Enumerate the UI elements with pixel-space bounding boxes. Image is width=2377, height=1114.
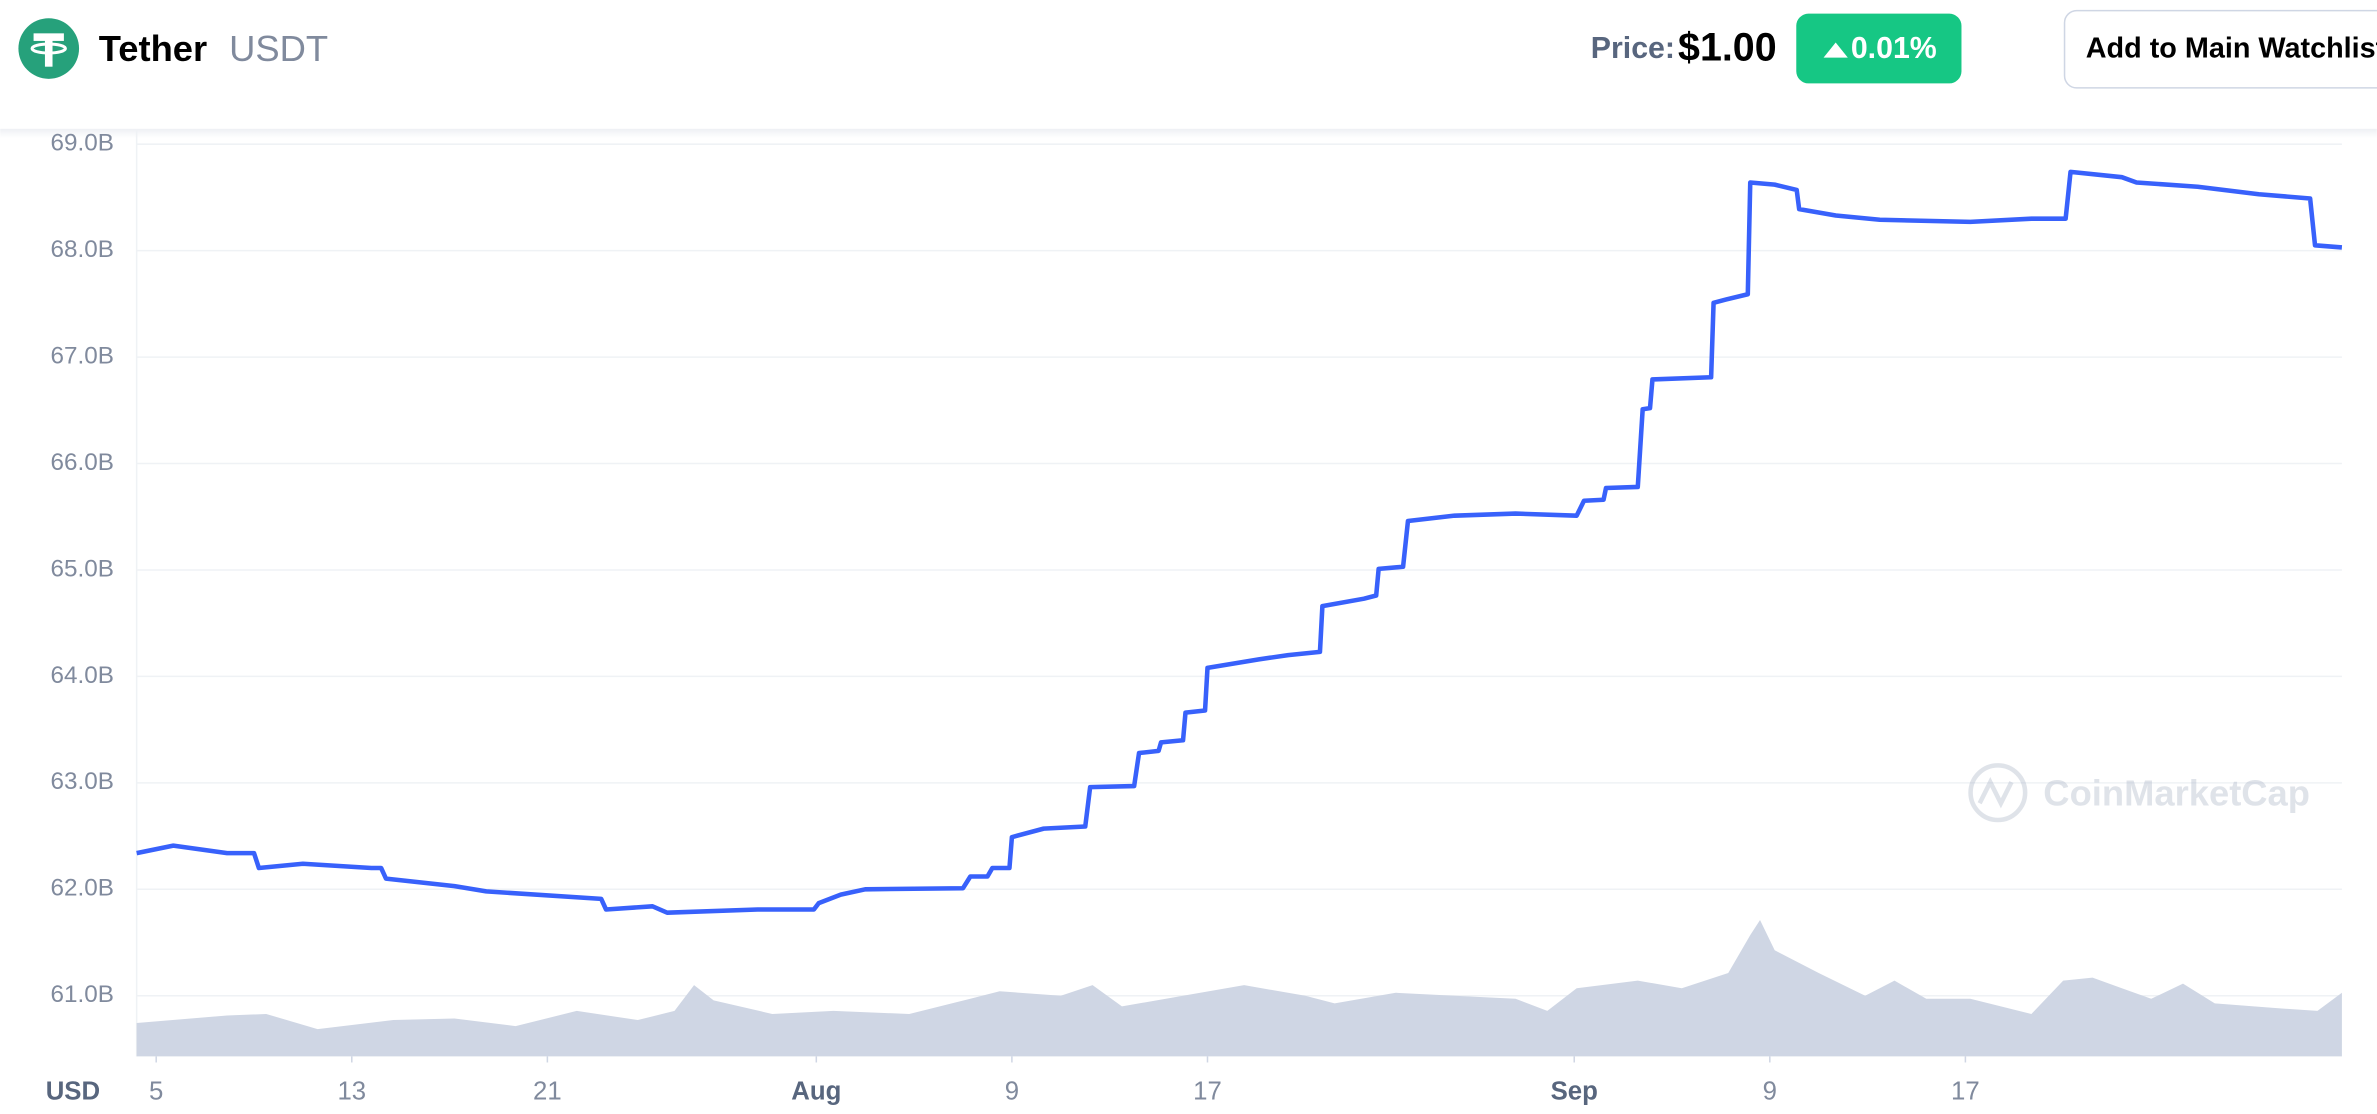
- logo: [18, 18, 80, 79]
- price-line: [136, 169, 2343, 915]
- y-tick-label: 64.0B: [51, 662, 114, 689]
- x-tick-label: 9: [1005, 1078, 1019, 1106]
- watchlist-button-label[interactable]: Add to Main Watchlist: [2086, 33, 2377, 65]
- chart: 61.0B 62.0B 63.0B 64.0B 65.0B 66.0B 67.0B 68.0B…: [46, 130, 2343, 1106]
- header-bar: [0, 0, 2377, 129]
- y-tick-label: 66.0B: [51, 449, 114, 476]
- volume-area: [136, 919, 2342, 1057]
- watermark-logo: [1968, 763, 2028, 823]
- x-tick-label: Sep: [1551, 1078, 1598, 1106]
- x-tick-label: 17: [1951, 1078, 1980, 1106]
- x-tick-label: 5: [149, 1078, 163, 1106]
- x-tick-label: 21: [533, 1078, 562, 1106]
- currency-label: USD: [46, 1078, 100, 1106]
- y-tick-label: 62.0B: [51, 875, 114, 902]
- header-shadow: [0, 128, 2377, 138]
- coin-name: Tether: [99, 28, 207, 69]
- watermark: CoinMarketCap: [1968, 763, 2310, 823]
- price-change: 0.01%: [1851, 32, 1937, 65]
- y-tick-label: 68.0B: [51, 236, 114, 263]
- price-label: Price:: [1591, 32, 1675, 65]
- x-tick-label: Aug: [791, 1078, 841, 1106]
- watermark-text: CoinMarketCap: [2043, 772, 2310, 813]
- price: $1.00: [1678, 25, 1777, 69]
- up-arrow: [1823, 42, 1848, 58]
- x-tick-label: 9: [1763, 1078, 1777, 1106]
- y-tick-label: 63.0B: [51, 768, 114, 795]
- y-tick-label: 69.0B: [51, 130, 114, 157]
- watchlist-button[interactable]: [2063, 9, 2377, 89]
- y-tick-label: 67.0B: [51, 342, 114, 369]
- y-tick-label: 65.0B: [51, 555, 114, 582]
- y-tick-label: 61.0B: [51, 981, 114, 1008]
- x-tick-label: 13: [337, 1078, 366, 1106]
- coin-symbol: USDT: [229, 28, 328, 69]
- x-tick-label: 17: [1193, 1078, 1222, 1106]
- change-badge: [1796, 13, 1962, 84]
- watermark-logo-mark: [1977, 776, 2014, 809]
